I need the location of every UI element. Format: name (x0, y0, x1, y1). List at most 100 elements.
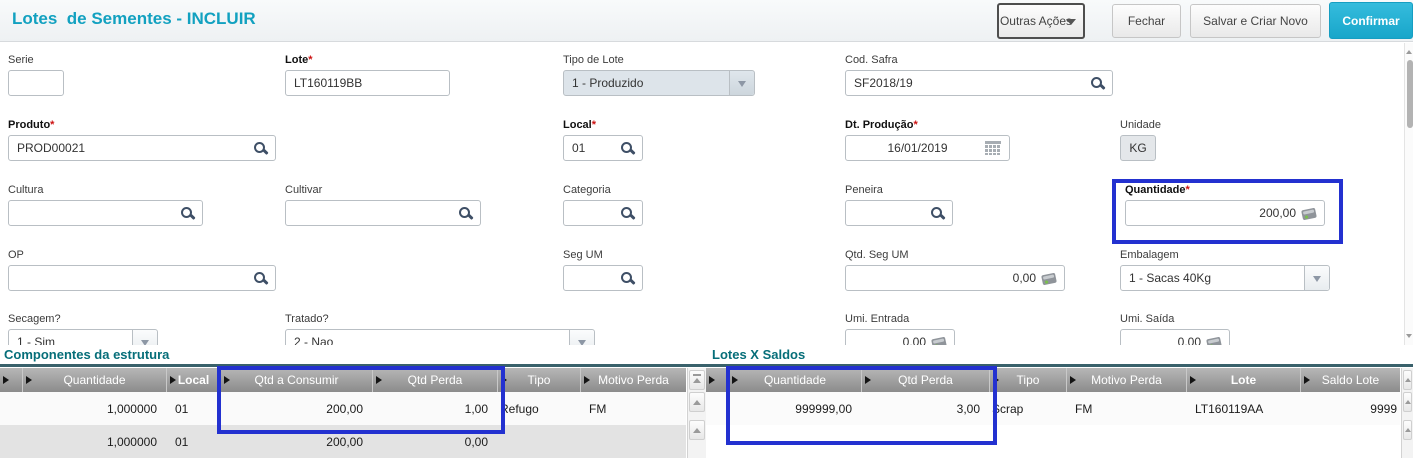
column-marker-icon (224, 376, 230, 384)
cell-tipo[interactable]: Scrap (992, 401, 1024, 416)
cell-qtd-perda[interactable]: 3,00 (956, 401, 980, 416)
cell-quantidade[interactable]: 1,000000 (106, 401, 157, 416)
cell-local[interactable]: 01 (175, 401, 189, 416)
form-scrollbar[interactable] (1404, 43, 1413, 345)
search-icon[interactable] (930, 206, 944, 220)
cell-motivo-perda[interactable]: FM (1075, 401, 1093, 416)
cell-motivo-perda[interactable] (580, 425, 686, 458)
column-header-motivo-perda[interactable]: Motivo Perda (580, 368, 686, 392)
lotes-saldos-grid-scrollbar[interactable] (1401, 368, 1413, 458)
field-dt-producao: Dt. Produção* (845, 119, 1010, 161)
column-header-saldo-lote[interactable]: Saldo Lote (1300, 368, 1400, 392)
scroll-pageup-button[interactable] (689, 392, 705, 412)
scroll-up-icon[interactable] (1406, 47, 1412, 54)
column-marker-icon (865, 376, 871, 384)
search-icon[interactable] (180, 206, 194, 220)
column-header-lote[interactable]: Lote (1186, 368, 1300, 392)
cell-qtd-a-consumir[interactable]: 200,00 (326, 401, 363, 416)
serie-input-text[interactable] (17, 71, 55, 95)
scroll-pageup-button[interactable] (1403, 392, 1412, 412)
column-marker-icon (3, 376, 9, 384)
op-input-text[interactable] (17, 266, 267, 290)
cultura-input-text[interactable] (17, 201, 194, 225)
column-header-quantidade[interactable]: Quantidade (22, 368, 166, 392)
search-icon[interactable] (458, 206, 472, 220)
field-produto: Produto* (8, 119, 276, 161)
produto-input-text[interactable] (17, 136, 267, 160)
cod-safra-input (845, 70, 1113, 96)
table-row[interactable]: 1,000000 01 200,00 0,00 (0, 425, 686, 458)
calculator-icon[interactable] (1041, 272, 1057, 285)
cell-saldo-lote[interactable]: 9999 (1370, 401, 1397, 416)
scroll-up-button[interactable] (1403, 420, 1412, 440)
field-serie: Serie (8, 54, 64, 96)
section-divider (0, 364, 1413, 367)
tipo-de-lote-select[interactable]: 1 - Produzido (563, 70, 755, 96)
column-header-tipo[interactable]: Tipo (497, 368, 580, 392)
scroll-down-icon[interactable] (1406, 334, 1412, 341)
fechar-button[interactable]: Fechar (1112, 4, 1181, 38)
cultivar-input-text[interactable] (294, 201, 472, 225)
column-marker-icon (26, 376, 32, 384)
cell-quantidade[interactable]: 1,000000 (106, 434, 157, 449)
calendar-icon[interactable] (985, 141, 1001, 155)
unidade-value: KG (1120, 135, 1156, 161)
search-icon[interactable] (253, 271, 267, 285)
calculator-icon[interactable] (1301, 207, 1317, 220)
cell-tipo[interactable] (497, 425, 580, 458)
column-marker-icon (1190, 376, 1196, 384)
field-cod-safra: Cod. Safra (845, 54, 1113, 96)
componentes-grid-scrollbar[interactable] (687, 368, 706, 458)
row-indicator-header (706, 368, 728, 392)
cell-lote[interactable]: LT160119AA (1195, 401, 1264, 416)
column-header-motivo-perda[interactable]: Motivo Perda (1066, 368, 1186, 392)
field-unidade: Unidade KG (1120, 119, 1161, 161)
cell-quantidade[interactable]: 999999,00 (795, 401, 852, 416)
scroll-top-button[interactable] (1403, 370, 1412, 390)
search-icon[interactable] (620, 206, 634, 220)
field-categoria: Categoria (563, 184, 643, 226)
column-header-quantidade[interactable]: Quantidade (728, 368, 861, 392)
column-header-tipo[interactable]: Tipo (989, 368, 1066, 392)
search-icon[interactable] (1090, 76, 1104, 90)
chevron-down-icon (1066, 19, 1076, 30)
search-icon[interactable] (253, 141, 267, 155)
field-seg-um: Seg UM (563, 249, 643, 291)
lote-input-text[interactable] (294, 71, 441, 95)
cell-qtd-perda[interactable]: 0,00 (464, 434, 488, 449)
cell-qtd-a-consumir[interactable]: 200,00 (326, 434, 363, 449)
qtd-seg-um-input-text[interactable] (854, 266, 1056, 290)
outras-acoes-button[interactable]: Outras Ações (997, 3, 1085, 39)
confirmar-button[interactable]: Confirmar (1329, 2, 1413, 39)
row-indicator-header (0, 368, 22, 392)
chevron-down-icon[interactable] (729, 71, 754, 95)
field-quantidade: Quantidade* (1125, 184, 1325, 226)
chevron-down-icon[interactable] (1304, 266, 1329, 290)
cell-tipo[interactable]: Refugo (500, 401, 539, 416)
search-icon[interactable] (620, 271, 634, 285)
quantidade-input (1125, 200, 1325, 226)
dt-producao-input-text[interactable] (854, 136, 1001, 160)
scroll-up-button[interactable] (689, 420, 705, 440)
peneira-input-text[interactable] (854, 201, 944, 225)
scroll-top-button[interactable] (689, 370, 705, 390)
embalagem-select[interactable]: 1 - Sacas 40Kg (1120, 265, 1330, 291)
column-header-local[interactable]: Local (166, 368, 220, 392)
table-row[interactable]: 1,000000 01 200,00 1,00 Refugo FM (0, 392, 686, 425)
scrollbar-thumb[interactable] (1406, 60, 1413, 128)
salvar-criar-novo-button[interactable]: Salvar e Criar Novo (1190, 4, 1321, 38)
cell-qtd-perda[interactable]: 1,00 (464, 401, 488, 416)
column-header-qtd-perda[interactable]: Qtd Perda (372, 368, 497, 392)
column-header-qtd-perda[interactable]: Qtd Perda (861, 368, 989, 392)
search-icon[interactable] (620, 141, 634, 155)
column-header-qtd-a-consumir[interactable]: Qtd a Consumir (220, 368, 372, 392)
quantidade-input-text[interactable] (1134, 201, 1316, 225)
cultura-input (8, 200, 203, 226)
table-row[interactable]: 999999,00 3,00 Scrap FM LT160119AA 9999 (706, 392, 1400, 425)
cell-motivo-perda[interactable]: FM (589, 401, 607, 416)
componentes-grid: Quantidade Local Qtd a Consumir Qtd Perd… (0, 368, 686, 458)
cod-safra-input-text[interactable] (854, 71, 1104, 95)
column-marker-icon (584, 376, 590, 384)
field-cultura: Cultura (8, 184, 203, 226)
cell-local[interactable]: 01 (175, 434, 189, 449)
